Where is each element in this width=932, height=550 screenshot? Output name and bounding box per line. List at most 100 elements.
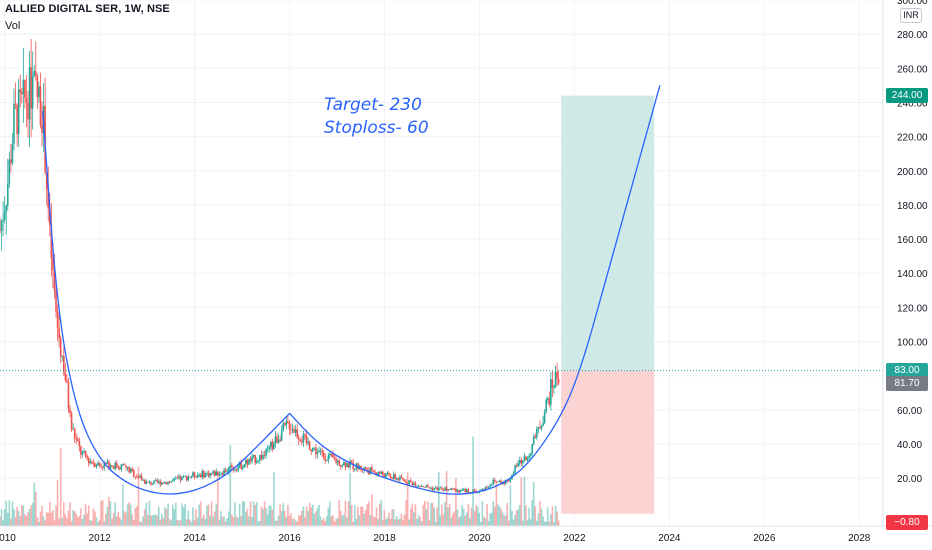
candle-body xyxy=(72,428,74,430)
volume-bar xyxy=(33,482,36,526)
volume-bar xyxy=(190,521,193,526)
candle-body xyxy=(406,483,409,485)
volume-bar xyxy=(109,501,112,526)
volume-bar xyxy=(101,500,104,526)
volume-bar xyxy=(167,503,169,526)
candle-body xyxy=(162,482,165,484)
candle-body xyxy=(106,461,109,464)
volume-bar xyxy=(534,506,537,526)
candle-body xyxy=(386,472,389,474)
candle-body xyxy=(420,486,423,488)
candle-body xyxy=(19,89,22,93)
volume-bar xyxy=(318,505,320,526)
volume-bar xyxy=(218,519,221,526)
candle-body xyxy=(105,462,107,464)
candle-body xyxy=(0,230,1,232)
volume-bar xyxy=(262,508,264,526)
candle-body xyxy=(296,429,299,438)
candle-body xyxy=(542,422,544,427)
volume-label[interactable]: Vol xyxy=(5,20,21,32)
candle-body xyxy=(349,460,351,468)
volume-bar xyxy=(367,501,370,526)
stoploss-annotation[interactable]: Stoploss- 60 xyxy=(324,118,429,138)
price-tick-label: 40.00 xyxy=(897,440,922,451)
candle-body xyxy=(388,472,390,476)
candle-body xyxy=(64,372,67,381)
volume-bar xyxy=(94,511,96,526)
candle-body xyxy=(204,473,207,478)
candle-body xyxy=(193,472,196,477)
volume-bar xyxy=(45,512,48,526)
candle-body xyxy=(148,481,151,483)
candle-body xyxy=(352,462,355,470)
candle-body xyxy=(173,478,176,481)
candle-body xyxy=(490,484,493,486)
candle-body xyxy=(291,429,294,430)
candle-body xyxy=(13,103,15,144)
volume-bar xyxy=(288,516,291,526)
time-tick-label: 2010 xyxy=(0,533,16,544)
candle-body xyxy=(425,485,428,488)
candle-body xyxy=(439,487,442,489)
volume-bar xyxy=(38,521,40,526)
volume-bar xyxy=(529,519,532,526)
price-axis[interactable]: 20.0040.0060.0080.00100.00120.00140.0016… xyxy=(897,0,928,485)
volume-bar xyxy=(255,502,258,526)
symbol-title[interactable]: ALLIED DIGITAL SER, 1W, NSE xyxy=(5,3,170,15)
volume-bar xyxy=(260,506,263,526)
volume-bar xyxy=(122,484,124,526)
candle-body xyxy=(363,467,365,471)
candle-body xyxy=(534,436,537,438)
candle-body xyxy=(385,473,387,478)
candle-body xyxy=(45,172,48,190)
candle-body xyxy=(55,290,57,312)
candle-body xyxy=(52,258,54,271)
volume-bar xyxy=(254,505,256,526)
volume-bar xyxy=(170,520,172,526)
candle-body xyxy=(293,429,295,433)
last-price-tag: 81.70 xyxy=(886,376,928,392)
candle-body xyxy=(223,469,225,475)
candle-body xyxy=(557,378,560,384)
candle-body xyxy=(11,143,14,164)
volume-bar xyxy=(400,513,403,526)
volume-bar xyxy=(112,512,115,526)
volume-bar xyxy=(470,507,473,526)
volume-bar xyxy=(227,511,230,526)
candle-body xyxy=(61,355,64,357)
cup-curve-left xyxy=(42,110,291,495)
candle-body xyxy=(198,475,200,476)
candle-body xyxy=(73,428,76,439)
volume-bar xyxy=(420,521,423,526)
time-axis[interactable]: 2010 2012 2014 2016 2018 2020 2022 2024 2026 2028 xyxy=(0,533,871,544)
volume-bar xyxy=(142,516,144,526)
volume-bar xyxy=(448,503,451,526)
candle-body xyxy=(442,489,445,491)
candle-body xyxy=(433,488,435,491)
candle-body xyxy=(207,472,210,477)
volume-bar xyxy=(542,516,544,526)
volume-bar xyxy=(539,500,541,526)
entry-price-tag: 83.00 xyxy=(886,363,928,379)
candle-body xyxy=(119,467,121,470)
currency-badge[interactable]: INR xyxy=(900,8,922,23)
candle-body xyxy=(472,489,474,493)
target-annotation[interactable]: Target- 230 xyxy=(324,95,422,115)
candle-body xyxy=(3,212,6,220)
volume-bar xyxy=(347,501,350,526)
volume-bar xyxy=(462,508,465,526)
candle-body xyxy=(277,439,280,443)
candle-body xyxy=(399,476,401,481)
candle-body xyxy=(391,477,393,479)
candle-body xyxy=(377,472,379,475)
candle-body xyxy=(319,450,322,452)
candle-body xyxy=(246,460,249,465)
candle-body xyxy=(252,454,255,457)
candle-body xyxy=(22,80,25,95)
candle-body xyxy=(556,372,558,379)
volume-bar xyxy=(72,510,74,526)
volume-bar xyxy=(259,520,261,526)
volume-bar xyxy=(494,506,496,526)
volume-bar xyxy=(98,519,101,526)
